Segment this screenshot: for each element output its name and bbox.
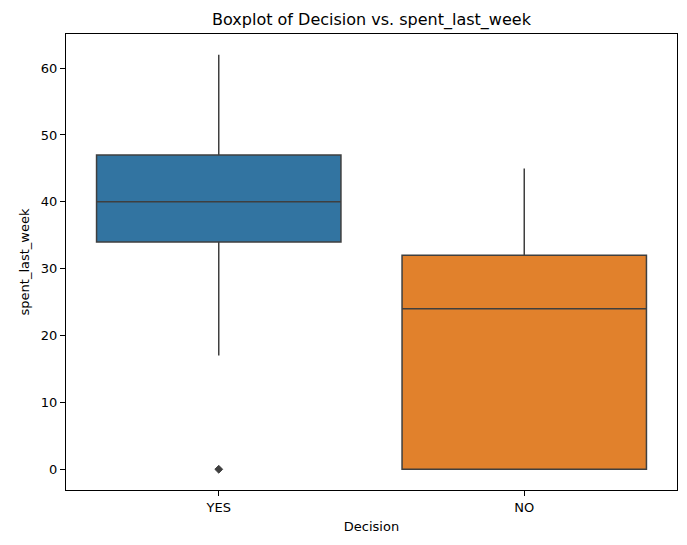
svg-text:spent_last_week: spent_last_week [17, 208, 32, 315]
svg-text:Boxplot of Decision vs. spent_: Boxplot of Decision vs. spent_last_week [212, 10, 532, 30]
svg-text:Decision: Decision [344, 519, 399, 534]
svg-text:YES: YES [206, 500, 231, 515]
svg-text:30: 30 [41, 261, 58, 276]
svg-text:0: 0 [49, 462, 57, 477]
svg-text:10: 10 [41, 395, 58, 410]
svg-text:50: 50 [41, 128, 58, 143]
svg-text:40: 40 [41, 194, 58, 209]
svg-text:NO: NO [514, 500, 534, 515]
svg-text:20: 20 [41, 328, 58, 343]
svg-text:60: 60 [41, 61, 58, 76]
